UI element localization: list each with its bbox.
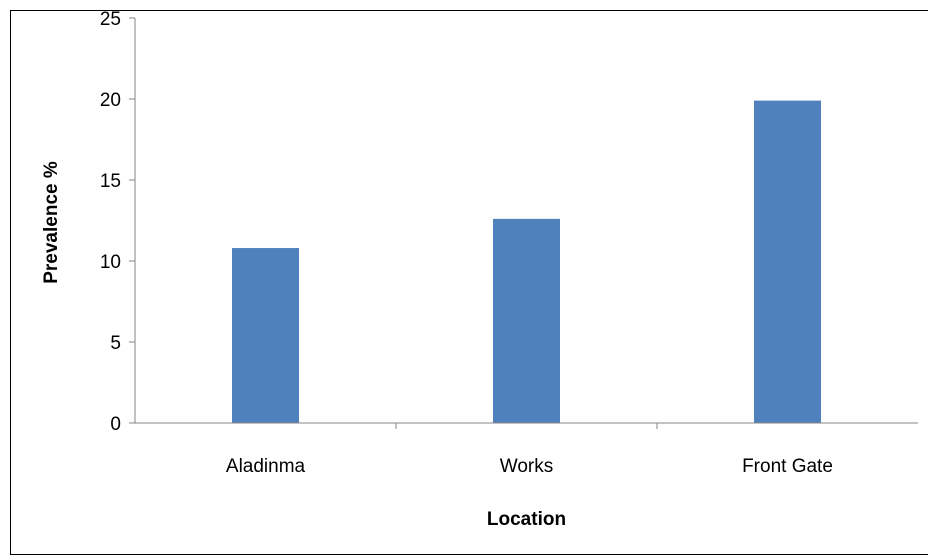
- y-tick-labels: 0 5 10 15 20 25: [100, 9, 121, 435]
- axes-group: [129, 17, 918, 429]
- x-category-label: Front Gate: [742, 456, 833, 477]
- x-axis-title: Location: [487, 509, 566, 530]
- y-tick-label: 10: [100, 252, 121, 273]
- y-tick-label: 25: [100, 9, 121, 30]
- y-tick-label: 0: [110, 414, 121, 435]
- y-axis-title: Prevalence %: [41, 161, 62, 284]
- bar: [754, 100, 821, 424]
- x-category-label: Aladinma: [226, 456, 306, 477]
- bars-group: [232, 100, 821, 424]
- x-category-labels: Aladinma Works Front Gate: [226, 456, 833, 477]
- bar: [232, 248, 299, 423]
- y-tick-label: 15: [100, 171, 121, 192]
- y-tick-label: 5: [110, 333, 121, 354]
- bar: [493, 218, 560, 423]
- x-category-label: Works: [500, 456, 553, 477]
- y-tick-label: 20: [100, 90, 121, 111]
